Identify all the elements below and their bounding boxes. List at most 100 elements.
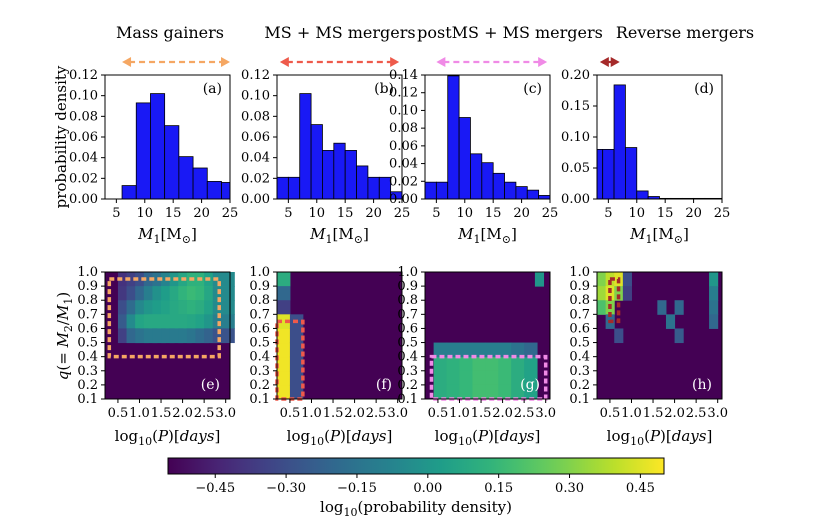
histogram-bar [164,125,180,200]
heatmap-cell [459,370,473,386]
heatmap-cell [498,384,512,400]
heatmap-cell [524,384,538,400]
heatmap-cell [446,370,460,386]
x-tick-label: 2.5 [194,406,215,421]
colorbar-tick-label: 0.00 [413,481,442,496]
histogram-bar [447,75,460,200]
x-tick-label: 20 [513,206,530,221]
y-tick-label: 0.8 [77,293,98,308]
heatmap-cell [446,356,460,372]
y-tick-label: 0.4 [397,350,418,365]
heatmap-cell [534,272,545,287]
x-tick-label: 1.5 [643,406,664,421]
histogram-bar [435,181,449,200]
x-tick-label: 0.5 [108,406,129,421]
x-tick-label: 1.0 [449,406,470,421]
panel-label: (h) [692,377,712,393]
x-axis-label: log10(P)[days] [607,427,713,448]
plot-frame [596,271,723,400]
y-tick-label: 0.1 [249,392,270,407]
colorbar-tick-label: 0.15 [484,481,513,496]
x-tick-label: 3.0 [535,406,556,421]
heatmap-cell [709,300,719,315]
column-title: Reverse mergers [616,23,754,42]
y-tick-label: 0.02 [389,174,418,189]
y-tick-label: 1.0 [249,265,270,280]
x-tick-label: 5 [432,206,440,221]
heatmap-cell [212,328,235,344]
plot-frame [424,271,551,400]
heatmap-cell [212,300,235,315]
panel-label: (f) [376,377,392,393]
x-tick-label: 2.5 [514,406,535,421]
heatmap-cell [485,342,499,358]
histogram-bar [206,181,222,200]
heatmap-cell [472,356,486,372]
x-tick-label: 1.5 [323,406,344,421]
heatmap-cell [674,300,684,315]
x-tick-label: 20 [365,206,382,221]
x-tick-label: 3.0 [707,406,728,421]
heatmap-cell [597,272,607,287]
x-tick-label: 15 [657,206,674,221]
heatmap-cell [459,356,473,372]
heatmap-cell [665,314,676,329]
x-tick-label: 1.0 [621,406,642,421]
heatmap-cell [277,314,291,329]
y-tick-label: 0.8 [397,293,418,308]
y-tick-label: 0.1 [397,392,418,407]
column-title: Mass gainers [116,23,224,42]
heatmap-cell [433,384,448,400]
heatmap-cell [485,356,499,372]
heatmap-panel: 0.10.20.30.40.50.60.70.80.91.00.5 1.0 1.5 2… [77,265,236,448]
histogram-bar [276,176,289,200]
y-tick-label: 0.05 [561,161,590,176]
column-title: MS + MS mergers [264,23,415,42]
heatmap-cell [289,384,304,400]
heatmap-cell [674,328,684,344]
histogram-bar [178,156,194,200]
histogram-bar [322,150,335,200]
y-tick-label: 0.10 [561,130,590,145]
y-tick-label: 0.7 [249,307,270,322]
y-tick-label: 0.5 [77,336,98,351]
x-axis-label: M1[M⊙] [309,225,369,246]
y-tick-label: 0.9 [569,279,590,294]
y-tick-label: 0.9 [249,279,270,294]
panel-label: (e) [201,377,220,393]
heatmap-cell [524,356,538,372]
y-tick-label: 0.08 [69,109,98,124]
heatmap-cell [485,370,499,386]
panel-label: (g) [520,377,540,393]
column-titles: Mass gainers MS + MS mergers postMS + MS m… [116,23,754,42]
heatmap-cell [657,300,667,315]
y-tick-label: 0.00 [241,192,270,207]
x-tick-label: 3.0 [387,406,408,421]
heatmap-cell [459,384,473,400]
heatmap-cell [485,384,499,400]
histogram-bar [470,153,483,200]
y-tick-label: 0.7 [77,307,98,322]
x-tick-label: 20 [685,206,702,221]
heatmap-cell [212,286,235,301]
heatmap-cell [289,370,304,386]
heatmap-panel: 0.10.20.30.40.50.60.70.80.91.00.5 1.0 1.5 2… [569,265,728,448]
heatmap-cell [277,370,291,386]
histogram-bar [458,117,471,200]
y-tick-label: 0.02 [69,171,98,186]
x-tick-label: 15 [485,206,502,221]
y-tick-label: 0.00 [389,192,418,207]
y-tick-label: 0.3 [77,364,98,379]
plot-frame [104,271,231,400]
x-tick-label: 2.5 [686,406,707,421]
y-tick-label: 0.1 [569,392,590,407]
y-tick-label: 0.04 [389,157,418,172]
histogram-bar [515,186,528,200]
heatmap-cell [277,342,291,358]
colorbar-bar [167,457,665,475]
colorbar-tick-label: −0.30 [266,481,306,496]
heatmap-cell [277,384,291,400]
x-tick-label: 0.5 [600,406,621,421]
range-arrow-head-left [599,57,609,67]
y-tick-label: 0.08 [389,121,418,136]
